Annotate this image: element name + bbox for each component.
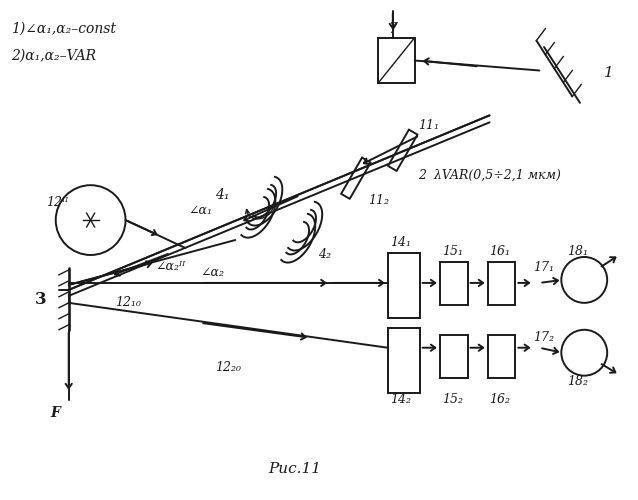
Text: 11₂: 11₂ [368, 194, 389, 206]
Text: 18₂: 18₂ [567, 375, 588, 388]
Bar [440, 335, 468, 378]
Text: 1: 1 [604, 66, 614, 80]
Text: 12ᴵᴵ: 12ᴵᴵ [46, 196, 68, 208]
Bar [388, 328, 420, 392]
Bar [487, 335, 516, 378]
Text: 14₂: 14₂ [390, 393, 411, 406]
Text: Рис.11: Рис.11 [269, 462, 322, 476]
Text: 4₁: 4₁ [215, 188, 230, 202]
Bar [440, 262, 468, 305]
Text: 16₁: 16₁ [489, 246, 510, 258]
Text: ∠α₂: ∠α₂ [200, 266, 225, 280]
Text: 14₁: 14₁ [390, 236, 411, 248]
Text: 1)∠α₁,α₂–const: 1)∠α₁,α₂–const [11, 22, 116, 36]
Text: 2)α₁,α₂–VAR: 2)α₁,α₂–VAR [11, 48, 96, 62]
Text: 11₁: 11₁ [418, 119, 439, 132]
Text: 2  λVAR(0,5÷2,1 мкм): 2 λVAR(0,5÷2,1 мкм) [418, 168, 561, 181]
Text: 15₁: 15₁ [441, 246, 463, 258]
Text: ∠α₂ᴵᴵ: ∠α₂ᴵᴵ [156, 260, 186, 274]
Text: 12₂₀: 12₂₀ [215, 361, 241, 374]
Text: 12₁₀: 12₁₀ [115, 296, 142, 310]
Text: 17₁: 17₁ [533, 262, 554, 274]
Text: 18₁: 18₁ [567, 246, 588, 258]
Text: 4₂: 4₂ [318, 248, 331, 262]
Text: 17₂: 17₂ [533, 332, 554, 344]
Text: 15₂: 15₂ [441, 393, 463, 406]
Text: ∠α₁: ∠α₁ [188, 204, 212, 216]
Text: 3: 3 [35, 292, 47, 308]
Text: 7: 7 [389, 22, 397, 36]
Text: F: F [51, 406, 61, 419]
Bar [388, 253, 420, 318]
Bar [487, 262, 516, 305]
Text: 16₂: 16₂ [489, 393, 510, 406]
